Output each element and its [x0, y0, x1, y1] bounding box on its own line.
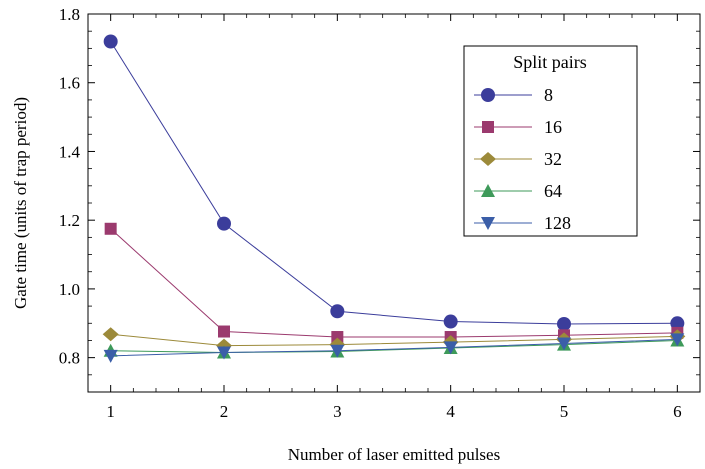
- legend-marker-16: [482, 121, 494, 133]
- legend-item-8: 8: [474, 85, 553, 105]
- legend-marker-32: [480, 152, 496, 166]
- data-point-128-4: [443, 341, 458, 355]
- y-tick-label-4: 1.6: [59, 74, 80, 93]
- y-tick-label-2: 1.2: [59, 211, 80, 230]
- data-point-128-2: [217, 346, 231, 360]
- data-point-8-6: [670, 316, 685, 331]
- data-point-8-1: [103, 34, 118, 49]
- series-line-16: [110, 228, 678, 338]
- x-tick-label-5: 5: [560, 402, 569, 421]
- x-tick-label-2: 2: [220, 402, 229, 421]
- x-tick-label-3: 3: [333, 402, 342, 421]
- ticks-layer: 1 2 3 4 5 6 0.8 1.0 1.2 1.4 1.6 1.8: [59, 5, 700, 421]
- legend-item-128: 128: [474, 213, 571, 233]
- data-point-8-3: [330, 304, 345, 319]
- data-point-128-5: [557, 337, 571, 351]
- legend-item-16: 16: [474, 117, 562, 137]
- data-point-8-5: [557, 316, 571, 331]
- series-layer: [102, 34, 686, 363]
- legend-label-32: 32: [544, 149, 562, 169]
- y-axis-label: Gate time (units of trap period): [11, 97, 30, 309]
- legend-marker-64: [481, 184, 495, 197]
- series-line-8: [110, 41, 678, 325]
- legend-title: Split pairs: [513, 52, 587, 72]
- series-line-128: [110, 338, 678, 357]
- x-tick-label-6: 6: [673, 402, 682, 421]
- y-tick-label-5: 1.8: [59, 5, 80, 24]
- legend: Split pairs 8 16 32 64 128: [463, 45, 638, 237]
- data-point-8-4: [443, 314, 458, 329]
- data-point-32-1: [102, 327, 119, 342]
- legend-items: 8 16 32 64 128: [474, 85, 571, 233]
- data-point-128-6: [670, 333, 685, 347]
- y-tick-label-3: 1.4: [59, 142, 81, 161]
- x-tick-label-1: 1: [106, 402, 115, 421]
- data-point-128-3: [330, 344, 345, 358]
- series-8: [103, 34, 685, 331]
- legend-item-64: 64: [474, 181, 562, 201]
- legend-label-8: 8: [544, 85, 553, 105]
- series-line-64: [110, 339, 678, 353]
- data-point-8-2: [217, 216, 231, 231]
- data-point-16-1: [104, 222, 117, 235]
- series-16: [104, 222, 684, 344]
- x-tick-label-4: 4: [446, 402, 455, 421]
- series-line-32: [110, 333, 678, 347]
- legend-item-32: 32: [474, 149, 562, 169]
- data-point-128-1: [103, 349, 118, 363]
- legend-marker-128: [481, 217, 495, 230]
- legend-label-128: 128: [544, 213, 571, 233]
- legend-marker-8: [481, 88, 495, 102]
- data-point-16-2: [218, 325, 230, 338]
- legend-box: [463, 45, 638, 237]
- data-point-16-3: [331, 331, 344, 344]
- y-tick-label-1: 1.0: [59, 280, 80, 299]
- y-tick-label-0: 0.8: [59, 349, 80, 368]
- legend-label-16: 16: [544, 117, 562, 137]
- x-axis-label: Number of laser emitted pulses: [288, 445, 500, 464]
- legend-label-64: 64: [544, 181, 562, 201]
- series-128: [103, 333, 685, 363]
